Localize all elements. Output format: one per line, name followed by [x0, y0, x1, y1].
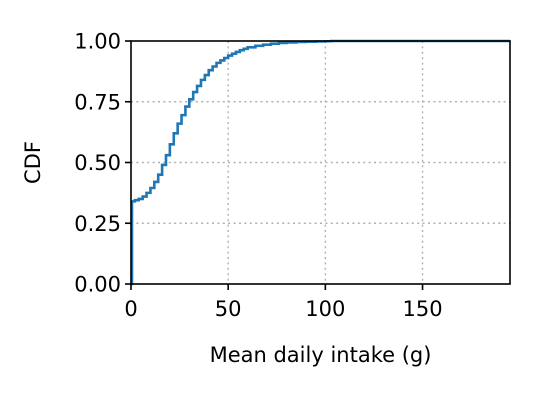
- cdf-point-23: [215, 61, 218, 64]
- cdf-point-27: [231, 52, 233, 55]
- y-tick-label-3: 0.75: [74, 90, 121, 114]
- y-tick-label-1: 0.25: [74, 212, 121, 236]
- cdf-point-25: [223, 57, 226, 59]
- y-tick-label-2: 0.50: [74, 151, 121, 175]
- cdf-point-21: [207, 69, 210, 72]
- cdf-point-33: [262, 43, 265, 46]
- cdf-point-13: [176, 122, 179, 125]
- cdf-point-12: [172, 132, 175, 135]
- cdf-point-36: [285, 41, 288, 44]
- cdf-point-2: [133, 199, 136, 202]
- cdf-point-32: [254, 44, 257, 47]
- cdf-point-24: [219, 59, 222, 62]
- y-tick-label-0: 0.00: [74, 273, 121, 297]
- cdf-point-26: [227, 54, 230, 57]
- cdf-point-34: [270, 42, 272, 45]
- cdf-point-4: [141, 195, 144, 198]
- cdf-point-9: [161, 164, 163, 166]
- series-layer: [130, 39, 511, 286]
- cdf-point-6: [149, 187, 152, 189]
- y-tick-label-4: 1.00: [74, 30, 121, 54]
- x-tick-label-2: 100: [305, 297, 345, 321]
- axis-ticks: [125, 40, 424, 290]
- cdf-point-28: [235, 51, 237, 53]
- cdf-point-31: [246, 46, 249, 49]
- cdf-point-35: [277, 42, 280, 44]
- cdf-point-16: [188, 98, 191, 101]
- cdf-point-5: [145, 191, 148, 194]
- cdf-point-30: [242, 47, 245, 50]
- cdf-point-22: [211, 65, 214, 68]
- y-axis-title: CDF: [21, 141, 45, 184]
- cdf-point-15: [184, 105, 187, 108]
- cdf-point-19: [200, 78, 202, 81]
- cdf-point-8: [157, 173, 160, 176]
- cdf-point-20: [203, 74, 206, 76]
- tick-labels: 0 50 100 150 0.00 0.25 0.50 0.75 1.00: [74, 30, 442, 322]
- x-tick-label-1: 50: [215, 297, 242, 321]
- cdf-point-7: [153, 181, 156, 183]
- x-tick-label-0: 0: [124, 297, 137, 321]
- cdf-point-14: [180, 114, 183, 117]
- cdf-point-29: [238, 49, 241, 52]
- cdf-point-3: [137, 198, 140, 200]
- x-tick-label-3: 150: [402, 297, 442, 321]
- cdf-point-11: [168, 143, 171, 146]
- cdf-point-18: [196, 85, 198, 87]
- x-axis-title: Mean daily intake (g): [210, 343, 432, 367]
- cdf-point-17: [192, 91, 195, 93]
- cdf-point-10: [165, 154, 167, 157]
- grid: [131, 41, 510, 284]
